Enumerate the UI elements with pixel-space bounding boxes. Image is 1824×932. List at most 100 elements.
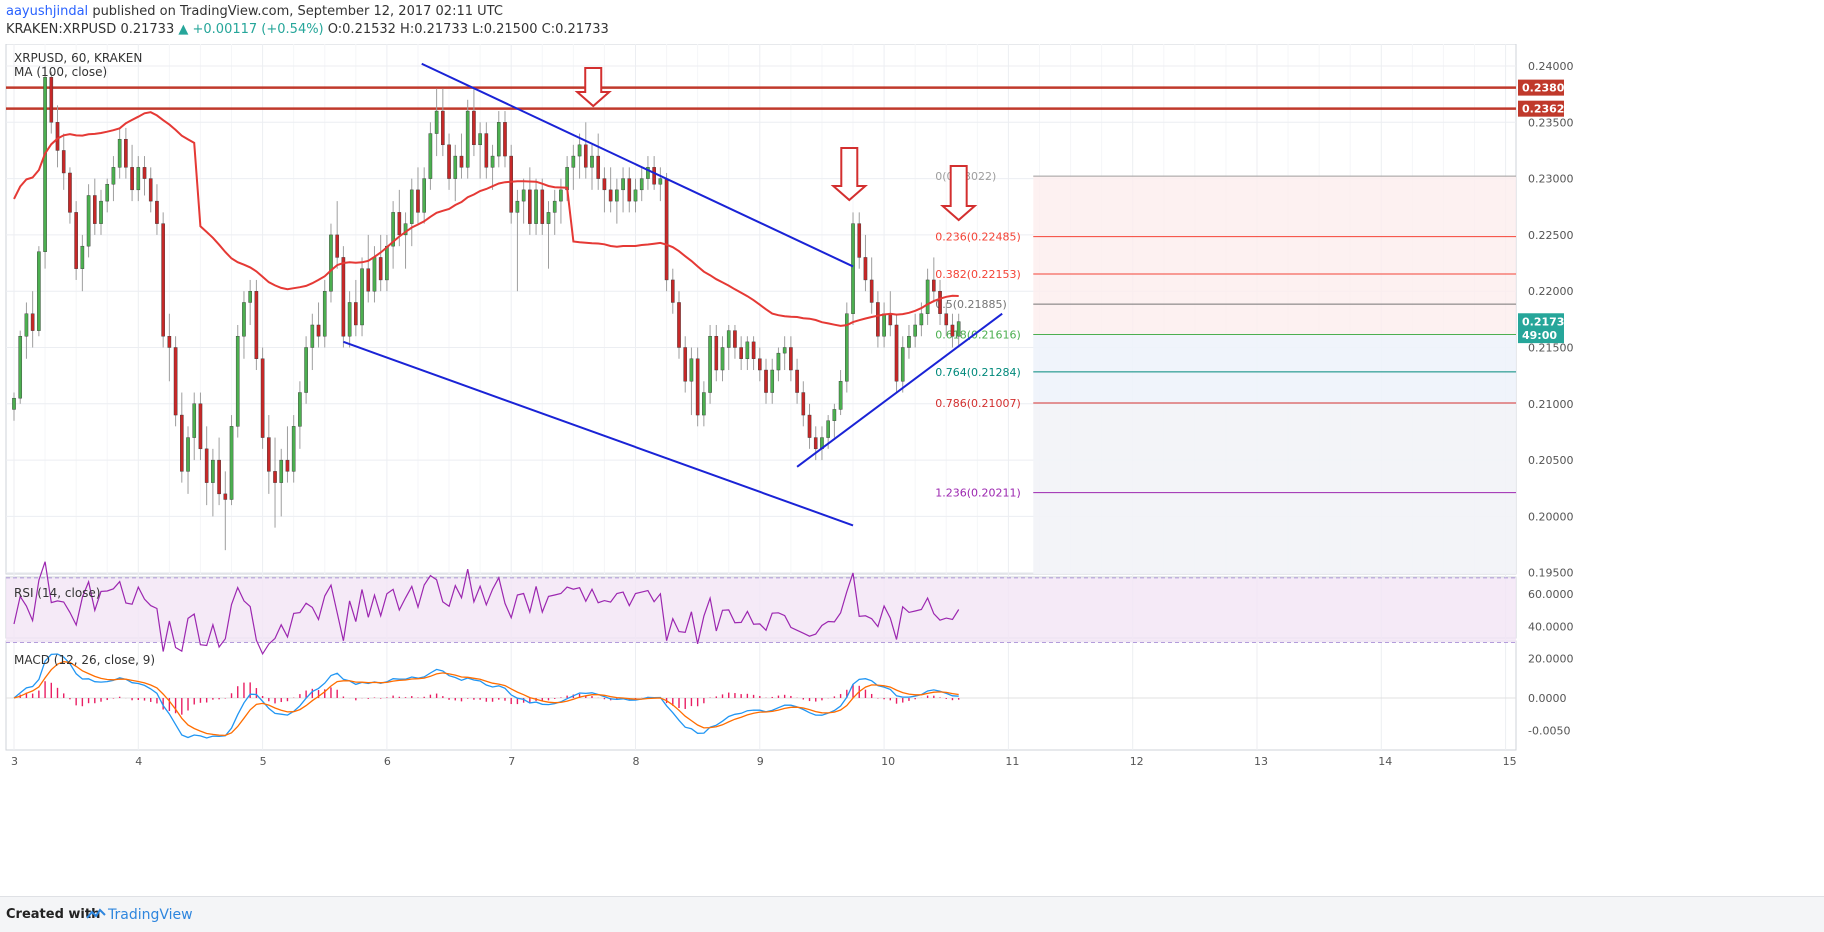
candle-body: [279, 459, 284, 483]
candle-body: [807, 414, 812, 438]
candle-body: [130, 167, 134, 191]
x-tick-label: 12: [1130, 755, 1144, 768]
resistance-lines[interactable]: [6, 86, 1516, 110]
candle-body: [304, 347, 308, 393]
macd-line: [13, 653, 959, 739]
candle-body: [204, 448, 209, 483]
trend-line[interactable]: [796, 312, 1003, 468]
price-tag-label: 0.23621: [1522, 103, 1572, 116]
fibonacci-retracement[interactable]: 0(0.23022)0.236(0.22485)0.382(0.22153)0.…: [935, 170, 1516, 574]
chart-canvas[interactable]: 0(0.23022)0.236(0.22485)0.382(0.22153)0.…: [0, 44, 1824, 896]
candle-body: [211, 459, 215, 483]
candle-body: [496, 122, 501, 157]
candle-body: [938, 290, 942, 314]
candle-body: [260, 358, 265, 438]
candle-body: [248, 290, 252, 303]
macd-label: MACD (12, 26, close, 9): [14, 653, 155, 667]
macd-pane-frame: [5, 640, 1517, 751]
candle-body: [521, 189, 526, 202]
candle-body: [782, 347, 787, 354]
candle-body: [869, 279, 874, 303]
down-arrow-icon[interactable]: [574, 67, 612, 108]
candle-body: [751, 341, 756, 359]
candle-body: [105, 184, 110, 202]
candle-body: [186, 437, 190, 472]
down-arrow-icon[interactable]: [830, 147, 868, 202]
fib-zone-red: [1033, 176, 1516, 335]
fib-level-label: 0.618(0.21616): [935, 328, 1021, 341]
candle-body: [789, 347, 793, 371]
rsi-tick-label: 20.0000: [1528, 653, 1574, 666]
chart-header: aayushjindal published on TradingView.co…: [0, 0, 1824, 44]
candle-body: [341, 257, 346, 337]
x-tick-label: 6: [384, 755, 391, 768]
x-tick-label: 11: [1005, 755, 1019, 768]
x-tick-label: 15: [1503, 755, 1517, 768]
fib-level-label: 0.5(0.21885): [935, 298, 1007, 311]
candle-body: [621, 178, 625, 191]
candle-body: [633, 189, 638, 202]
candle-body: [565, 167, 569, 191]
candle-body: [378, 257, 383, 281]
candle-body: [664, 178, 669, 281]
annotation-arrows[interactable]: [574, 67, 978, 222]
candle-body: [801, 392, 806, 416]
candle-body: [18, 336, 23, 399]
candle-body: [702, 392, 706, 416]
candle-body: [745, 341, 750, 359]
candle-body: [552, 200, 557, 213]
ma-label: MA (100, close): [14, 65, 107, 79]
trend-line[interactable]: [343, 340, 854, 527]
price-tag-label: 0.23808: [1522, 82, 1572, 95]
candle-body: [813, 437, 818, 450]
symbol-ticker[interactable]: KRAKEN:XRPUSD: [6, 22, 117, 37]
candle-body: [316, 324, 321, 337]
x-tick-label: 8: [633, 755, 640, 768]
down-arrow-icon[interactable]: [940, 165, 978, 222]
candle-body: [546, 212, 551, 224]
candle-body: [310, 324, 315, 348]
candle-body: [385, 245, 389, 281]
candle-body: [540, 189, 545, 224]
y-tick-label: 0.22500: [1528, 229, 1574, 242]
candle-body: [888, 313, 893, 326]
candle-body: [472, 110, 476, 146]
candle-body: [68, 172, 72, 213]
candle-body: [92, 195, 97, 224]
candle-body: [764, 369, 768, 393]
macd-pane: [6, 653, 1516, 739]
candle-body: [397, 212, 402, 236]
candle-body: [590, 155, 594, 168]
rsi-pane: [6, 561, 1516, 656]
candle-body: [322, 290, 327, 337]
quote-line: KRAKEN:XRPUSD 0.21733 ▲ +0.00117 (+0.54%…: [6, 22, 609, 37]
trend-lines[interactable]: [343, 62, 1003, 527]
x-tick-label: 7: [508, 755, 515, 768]
x-tick-label: 10: [881, 755, 895, 768]
candle-body: [55, 122, 60, 151]
fib-zone-blue: [1033, 334, 1516, 404]
candle-body: [646, 167, 650, 179]
symbol-label: XRPUSD, 60, KRAKEN: [14, 51, 142, 65]
candle-body: [608, 189, 613, 202]
candle-body: [192, 403, 197, 438]
ma-line: [13, 111, 959, 327]
footer: Created with TradingView: [0, 896, 1824, 932]
candle-body: [86, 195, 91, 247]
fib-level-label: 0.764(0.21284): [935, 366, 1021, 379]
candle-body: [372, 257, 377, 292]
candle-body: [24, 313, 29, 337]
y-tick-label: 0.23500: [1528, 116, 1574, 129]
candle-body: [291, 426, 296, 472]
candle-body: [795, 369, 799, 393]
candle-body: [465, 110, 470, 168]
candle-body: [117, 138, 122, 168]
candle-body: [907, 336, 911, 348]
author-link[interactable]: aayushjindal: [6, 4, 89, 19]
x-tick-label: 5: [260, 755, 267, 768]
trend-line[interactable]: [421, 62, 854, 268]
created-with-label: Created with: [6, 907, 101, 922]
tradingview-brand-link[interactable]: TradingView: [108, 907, 193, 923]
candle-body: [354, 302, 358, 326]
candle-body: [602, 178, 607, 191]
